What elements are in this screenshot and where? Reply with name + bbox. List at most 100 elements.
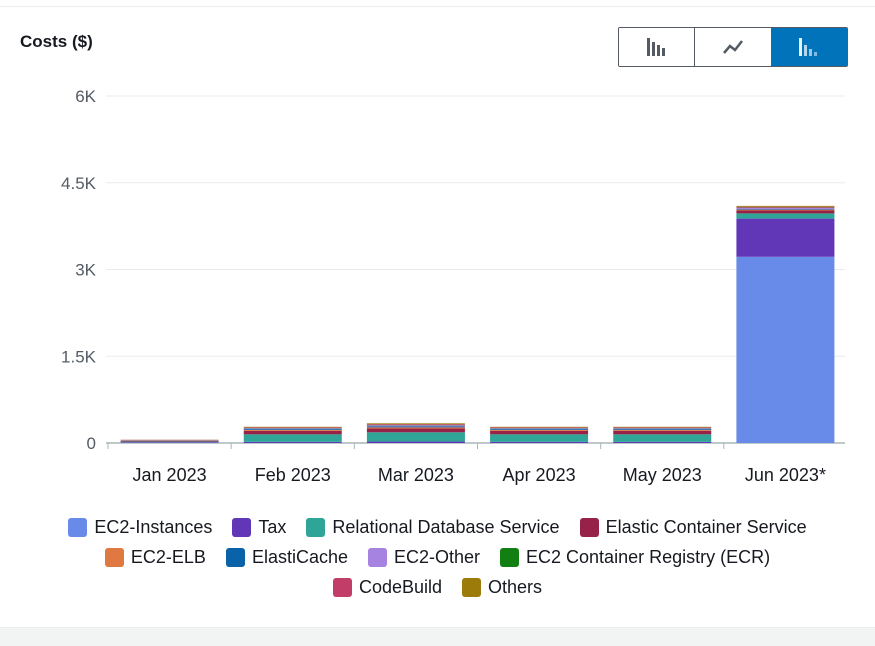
- legend-swatch: [368, 548, 387, 567]
- x-tick-label: Jan 2023: [133, 465, 207, 485]
- bar-segment[interactable]: [613, 427, 711, 428]
- bar-segment[interactable]: [367, 429, 465, 433]
- bar-segment[interactable]: [736, 211, 834, 214]
- bar-segment[interactable]: [244, 442, 342, 443]
- bar-segment[interactable]: [367, 442, 465, 443]
- line-chart-icon: [721, 36, 745, 58]
- legend-swatch: [306, 518, 325, 537]
- legend-item[interactable]: CodeBuild: [333, 577, 442, 598]
- x-tick-label: Apr 2023: [503, 465, 576, 485]
- legend-item[interactable]: EC2-Instances: [68, 517, 212, 538]
- legend-label: EC2-Other: [394, 547, 480, 568]
- bar-segment[interactable]: [367, 427, 465, 428]
- legend-label: ElastiCache: [252, 547, 348, 568]
- legend-item[interactable]: EC2-ELB: [105, 547, 206, 568]
- bar-segment[interactable]: [613, 427, 711, 428]
- bar-segment[interactable]: [121, 442, 219, 443]
- bar-segment[interactable]: [490, 429, 588, 430]
- x-tick-label: Mar 2023: [378, 465, 454, 485]
- legend-label: EC2-ELB: [131, 547, 206, 568]
- legend-label: Tax: [258, 517, 286, 538]
- bar-segment[interactable]: [613, 434, 711, 442]
- chart-title: Costs ($): [20, 32, 93, 52]
- stacked-bar-chart-button[interactable]: [772, 28, 847, 66]
- legend-swatch: [462, 578, 481, 597]
- bar-segment[interactable]: [490, 427, 588, 428]
- legend-row: EC2-ELB ElastiCache EC2-Other EC2 Container…: [30, 542, 845, 572]
- bar-segment[interactable]: [736, 213, 834, 218]
- legend-item[interactable]: Relational Database Service: [306, 517, 559, 538]
- bar-segment[interactable]: [490, 430, 588, 431]
- y-tick-label: 1.5K: [61, 347, 97, 366]
- legend-label: CodeBuild: [359, 577, 442, 598]
- bar-segment[interactable]: [736, 208, 834, 209]
- legend-label: EC2 Container Registry (ECR): [526, 547, 770, 568]
- line-chart-button[interactable]: [695, 28, 771, 66]
- bar-segment[interactable]: [244, 427, 342, 428]
- bar-segment[interactable]: [367, 423, 465, 424]
- chart-legend: EC2-Instances Tax Relational Database Serv…: [30, 512, 845, 602]
- panel-footer: [0, 627, 875, 646]
- bar-segment[interactable]: [613, 430, 711, 431]
- stacked-bar-icon: [797, 36, 821, 58]
- bar-segment[interactable]: [490, 428, 588, 429]
- bar-segment[interactable]: [736, 206, 834, 207]
- bar-segment[interactable]: [244, 430, 342, 431]
- stacked-bar-chart: 0 1.5K 3K 4.5K 6K Jan 2023 Feb 2023 Mar 2023 Apr…: [0, 75, 875, 505]
- y-tick-label: 0: [87, 434, 96, 453]
- x-tick-label: May 2023: [623, 465, 702, 485]
- legend-swatch: [68, 518, 87, 537]
- legend-label: Relational Database Service: [332, 517, 559, 538]
- chart-type-toggle: [618, 27, 848, 67]
- x-tick-label: Feb 2023: [255, 465, 331, 485]
- legend-swatch: [580, 518, 599, 537]
- bar-segment[interactable]: [121, 442, 219, 443]
- bar-chart-button[interactable]: [619, 28, 695, 66]
- bar-segment[interactable]: [244, 428, 342, 429]
- legend-swatch: [232, 518, 251, 537]
- legend-swatch: [105, 548, 124, 567]
- legend-label: Others: [488, 577, 542, 598]
- legend-item[interactable]: ElastiCache: [226, 547, 348, 568]
- legend-label: Elastic Container Service: [606, 517, 807, 538]
- bar-segment[interactable]: [613, 431, 711, 434]
- legend-row: CodeBuild Others: [30, 572, 845, 602]
- bar-segment[interactable]: [490, 434, 588, 442]
- bar-chart-icon: [645, 36, 669, 58]
- y-tick-label: 6K: [75, 87, 96, 106]
- bar-segment[interactable]: [367, 425, 465, 426]
- panel-top-border: [0, 0, 875, 7]
- legend-swatch: [333, 578, 352, 597]
- bar-segment[interactable]: [244, 431, 342, 434]
- legend-item[interactable]: Tax: [232, 517, 286, 538]
- legend-item[interactable]: Elastic Container Service: [580, 517, 807, 538]
- bar-segment[interactable]: [736, 219, 834, 257]
- bar-segment[interactable]: [736, 210, 834, 211]
- x-tick-label: Jun 2023*: [745, 465, 826, 485]
- bar-segment[interactable]: [613, 442, 711, 443]
- bar-segment[interactable]: [736, 207, 834, 208]
- bar-segment[interactable]: [490, 427, 588, 428]
- legend-label: EC2-Instances: [94, 517, 212, 538]
- bar-segment[interactable]: [244, 434, 342, 442]
- legend-item[interactable]: EC2 Container Registry (ECR): [500, 547, 770, 568]
- bar-segment[interactable]: [736, 209, 834, 210]
- bar-segment[interactable]: [367, 424, 465, 425]
- legend-swatch: [226, 548, 245, 567]
- bar-segment[interactable]: [244, 427, 342, 428]
- bar-segment[interactable]: [121, 441, 219, 442]
- y-tick-label: 4.5K: [61, 174, 97, 193]
- bar-segment[interactable]: [367, 432, 465, 441]
- bar-segment[interactable]: [613, 428, 711, 429]
- legend-row: EC2-Instances Tax Relational Database Serv…: [30, 512, 845, 542]
- bar-segment[interactable]: [613, 429, 711, 430]
- bar-segment[interactable]: [490, 442, 588, 443]
- bar-segment[interactable]: [736, 257, 834, 443]
- legend-item[interactable]: Others: [462, 577, 542, 598]
- bar-segment[interactable]: [244, 429, 342, 430]
- bar-segment[interactable]: [490, 431, 588, 434]
- bar-segment[interactable]: [367, 427, 465, 428]
- y-tick-label: 3K: [75, 261, 96, 280]
- legend-item[interactable]: EC2-Other: [368, 547, 480, 568]
- legend-swatch: [500, 548, 519, 567]
